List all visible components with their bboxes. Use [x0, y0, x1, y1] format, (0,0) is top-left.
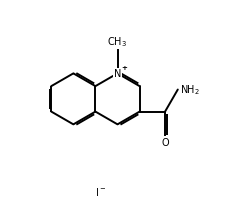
Text: +: +: [121, 64, 127, 70]
Text: O: O: [161, 137, 169, 147]
Text: I$^-$: I$^-$: [95, 185, 106, 197]
Text: N: N: [114, 69, 121, 79]
Text: NH$_2$: NH$_2$: [180, 83, 200, 97]
Text: CH$_3$: CH$_3$: [107, 35, 128, 49]
